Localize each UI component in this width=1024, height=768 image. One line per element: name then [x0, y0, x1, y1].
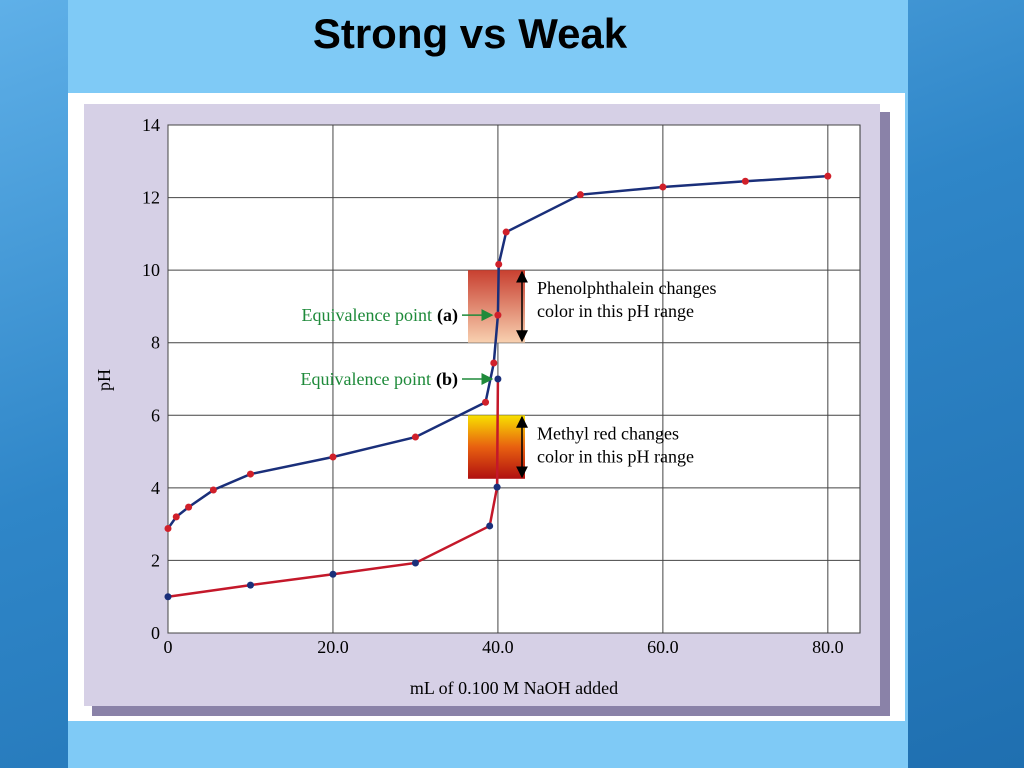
data-point	[502, 228, 510, 236]
plot-area	[167, 124, 861, 634]
indicator-text: color in this pH range	[537, 301, 694, 321]
slide-title: Strong vs Weak	[312, 10, 628, 57]
annotation-label: (a)	[437, 305, 458, 326]
annotation: Equivalence point (a)	[302, 305, 458, 326]
data-point	[329, 453, 337, 461]
data-point	[494, 375, 502, 383]
data-point	[490, 359, 498, 367]
indicator-text: color in this pH range	[537, 446, 694, 466]
data-point	[486, 522, 494, 530]
x-tick-label: 60.0	[647, 637, 679, 657]
data-point	[493, 483, 501, 491]
data-point	[172, 513, 180, 521]
x-tick-label: 40.0	[482, 637, 514, 657]
y-axis-label: pH	[94, 369, 114, 391]
data-point	[411, 559, 419, 567]
data-point	[209, 486, 217, 494]
data-point	[411, 433, 419, 441]
data-point	[495, 260, 503, 268]
y-tick-label: 8	[151, 333, 160, 353]
data-point	[741, 177, 749, 185]
y-tick-label: 6	[151, 405, 160, 425]
x-tick-label: 20.0	[317, 637, 349, 657]
data-point	[246, 470, 254, 478]
x-tick-label: 80.0	[812, 637, 844, 657]
x-tick-label: 0	[164, 637, 173, 657]
annotation: Equivalence point (b)	[301, 369, 458, 390]
annotation-label: (b)	[436, 369, 458, 390]
annotation-text: Equivalence point	[301, 369, 431, 389]
data-point	[164, 524, 172, 532]
data-point	[494, 311, 502, 319]
indicator-text: Phenolphthalein changes	[537, 278, 716, 298]
annotation-text: Equivalence point	[302, 305, 432, 325]
data-point	[576, 191, 584, 199]
data-point	[659, 183, 667, 191]
y-tick-label: 4	[151, 478, 160, 498]
data-point	[482, 398, 490, 406]
data-point	[164, 593, 172, 601]
data-point	[246, 581, 254, 589]
y-tick-label: 10	[142, 260, 160, 280]
y-tick-label: 0	[151, 623, 160, 643]
y-tick-label: 14	[142, 115, 160, 135]
y-tick-label: 2	[151, 550, 160, 570]
data-point	[824, 172, 832, 180]
x-axis-label: mL of 0.100 M NaOH added	[410, 678, 618, 698]
data-point	[329, 570, 337, 578]
indicator-text: Methyl red changes	[537, 423, 679, 443]
data-point	[185, 503, 193, 511]
y-tick-label: 12	[142, 188, 160, 208]
